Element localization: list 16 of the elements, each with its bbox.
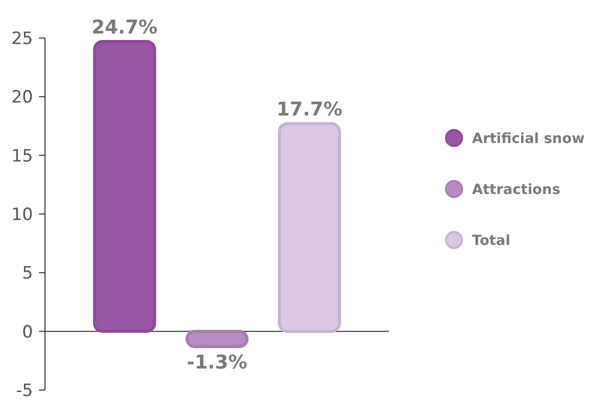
legend-label: Total bbox=[472, 232, 510, 249]
legend-label: Artificial snow bbox=[472, 130, 585, 147]
y-tick-label: 20 bbox=[11, 88, 33, 108]
data-label: -1.3% bbox=[186, 352, 248, 374]
y-tick-label: 5 bbox=[22, 264, 33, 284]
y-tick-label: 0 bbox=[22, 322, 33, 342]
y-tick-label: 15 bbox=[11, 146, 33, 166]
data-label: 17.7% bbox=[276, 98, 342, 121]
y-tick-label: 25 bbox=[11, 28, 33, 49]
y-tick-label: -5 bbox=[16, 380, 33, 401]
y-tick-label: 10 bbox=[11, 204, 33, 225]
bar bbox=[93, 40, 156, 333]
bar bbox=[278, 122, 341, 333]
data-label: 24.7% bbox=[92, 16, 158, 39]
legend-label: Attractions bbox=[472, 182, 560, 198]
bar bbox=[185, 330, 249, 348]
